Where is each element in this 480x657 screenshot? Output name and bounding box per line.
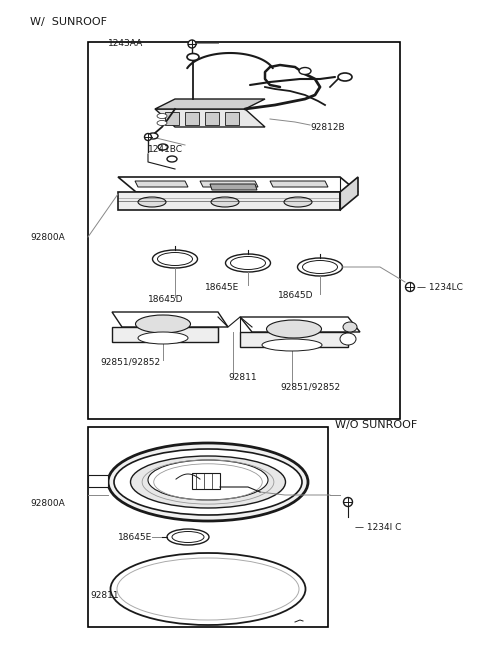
- Polygon shape: [135, 181, 188, 187]
- Ellipse shape: [298, 258, 343, 276]
- Polygon shape: [112, 327, 218, 342]
- Bar: [88, 427, 328, 627]
- Polygon shape: [240, 317, 360, 332]
- Text: 92811: 92811: [90, 591, 119, 599]
- Bar: [192, 473, 220, 489]
- Text: 1241BC: 1241BC: [148, 145, 183, 154]
- Ellipse shape: [138, 197, 166, 207]
- Ellipse shape: [144, 133, 152, 141]
- Polygon shape: [118, 177, 358, 192]
- Ellipse shape: [211, 197, 239, 207]
- Ellipse shape: [299, 68, 311, 74]
- Ellipse shape: [153, 250, 197, 268]
- Text: 92851/92852: 92851/92852: [280, 382, 340, 392]
- Text: 92811: 92811: [228, 373, 257, 382]
- Ellipse shape: [302, 260, 337, 273]
- Bar: [205, 112, 219, 125]
- Ellipse shape: [167, 156, 177, 162]
- Ellipse shape: [157, 114, 167, 118]
- Ellipse shape: [157, 252, 192, 265]
- Bar: [185, 112, 199, 125]
- Text: 92800A: 92800A: [30, 233, 65, 242]
- Polygon shape: [240, 332, 348, 347]
- Bar: [165, 112, 179, 125]
- Bar: [88, 475, 108, 487]
- Ellipse shape: [135, 315, 191, 333]
- Ellipse shape: [157, 120, 167, 125]
- Ellipse shape: [108, 443, 308, 521]
- Text: 18645E: 18645E: [205, 283, 239, 292]
- Text: 92851/92852: 92851/92852: [100, 357, 160, 367]
- Ellipse shape: [284, 197, 312, 207]
- Ellipse shape: [230, 256, 265, 269]
- Ellipse shape: [226, 254, 271, 272]
- Ellipse shape: [187, 53, 199, 60]
- Polygon shape: [155, 99, 265, 109]
- Ellipse shape: [148, 460, 268, 500]
- Text: 1243AA: 1243AA: [108, 39, 143, 49]
- Text: W/  SUNROOF: W/ SUNROOF: [30, 17, 107, 27]
- Bar: [225, 112, 239, 125]
- Ellipse shape: [110, 553, 305, 625]
- Text: 18645D: 18645D: [278, 290, 313, 300]
- Ellipse shape: [148, 133, 158, 139]
- Ellipse shape: [266, 320, 322, 338]
- Text: 92812B: 92812B: [310, 122, 345, 131]
- Ellipse shape: [340, 333, 356, 345]
- Polygon shape: [340, 177, 358, 210]
- Polygon shape: [270, 181, 328, 187]
- Ellipse shape: [344, 497, 352, 507]
- Polygon shape: [112, 312, 228, 327]
- Ellipse shape: [117, 558, 299, 620]
- Ellipse shape: [188, 40, 196, 48]
- Bar: [88, 42, 400, 419]
- Polygon shape: [200, 181, 258, 187]
- Ellipse shape: [343, 322, 357, 332]
- Ellipse shape: [338, 73, 352, 81]
- Polygon shape: [210, 184, 257, 190]
- Polygon shape: [155, 109, 265, 127]
- Ellipse shape: [172, 532, 204, 543]
- Polygon shape: [118, 192, 340, 210]
- Ellipse shape: [114, 449, 302, 515]
- Ellipse shape: [262, 339, 322, 351]
- Text: 18645D: 18645D: [148, 294, 183, 304]
- Text: 18645E: 18645E: [118, 533, 152, 541]
- Text: W/O SUNROOF: W/O SUNROOF: [335, 420, 417, 430]
- Text: 92800A: 92800A: [30, 499, 65, 509]
- Text: — 1234LC: — 1234LC: [417, 283, 463, 292]
- Ellipse shape: [406, 283, 415, 292]
- Ellipse shape: [138, 332, 188, 344]
- Ellipse shape: [158, 144, 168, 150]
- Ellipse shape: [167, 529, 209, 545]
- Text: — 1234I C: — 1234I C: [355, 522, 401, 532]
- Ellipse shape: [131, 456, 286, 508]
